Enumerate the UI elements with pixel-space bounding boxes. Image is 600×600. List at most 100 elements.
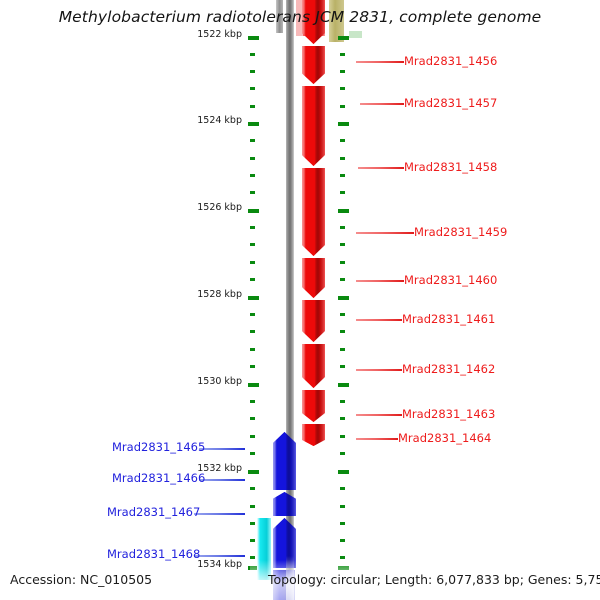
genome-summary-status: Topology: circular; Length: 6,077,833 bp… — [268, 572, 600, 587]
ruler-minor-tick — [250, 157, 255, 160]
gene-label-leader-line — [194, 555, 245, 557]
accession-status: Accession: NC_010505 — [10, 572, 153, 587]
gene-glyph-forward[interactable] — [273, 432, 296, 490]
right-ruler-major-tick — [338, 209, 349, 213]
right-ruler-minor-tick — [340, 105, 345, 108]
right-ruler-minor-tick — [340, 243, 345, 246]
right-ruler-major-tick — [338, 383, 349, 387]
gene-label-leader-line — [194, 513, 245, 515]
khaki-bar — [329, 0, 344, 42]
ruler-minor-tick — [250, 70, 255, 73]
gene-glyph-reverse[interactable] — [302, 258, 325, 298]
ruler-tick-label: 1530 kbp — [197, 376, 242, 387]
right-ruler-minor-tick — [340, 87, 345, 90]
pink-bar — [296, 0, 303, 36]
ruler-tick-label: 1526 kbp — [197, 202, 242, 213]
ruler-major-tick — [248, 36, 259, 40]
ruler-minor-tick — [250, 243, 255, 246]
gene-label-leader-line — [356, 369, 402, 371]
ruler-minor-tick — [250, 261, 255, 264]
gray-bar — [276, 0, 283, 33]
right-ruler-minor-tick — [340, 53, 345, 56]
right-ruler-minor-tick — [340, 417, 345, 420]
gene-label[interactable]: Mrad2831_1462 — [402, 362, 496, 376]
ruler-minor-tick — [250, 556, 255, 559]
right-ruler-minor-tick — [340, 226, 345, 229]
ruler-minor-tick — [250, 522, 255, 525]
right-ruler-minor-tick — [340, 487, 345, 490]
ruler-minor-tick — [250, 278, 255, 281]
gene-label[interactable]: Mrad2831_1467 — [107, 505, 201, 519]
right-ruler-minor-tick — [340, 330, 345, 333]
gene-label-leader-line — [199, 448, 245, 450]
ruler-tick-label: 1528 kbp — [197, 289, 242, 300]
right-ruler-minor-tick — [340, 435, 345, 438]
ruler-minor-tick — [250, 313, 255, 316]
gene-label[interactable]: Mrad2831_1463 — [402, 407, 496, 421]
ruler-minor-tick — [250, 53, 255, 56]
gene-label[interactable]: Mrad2831_1468 — [107, 547, 201, 561]
ruler-minor-tick — [250, 452, 255, 455]
gene-glyph-reverse[interactable] — [302, 0, 325, 44]
right-ruler-minor-tick — [340, 261, 345, 264]
ruler-major-tick — [248, 209, 259, 213]
right-ruler-minor-tick — [340, 70, 345, 73]
right-ruler-major-tick — [338, 470, 349, 474]
ruler-minor-tick — [250, 417, 255, 420]
gene-label-leader-line — [356, 414, 402, 416]
gene-label[interactable]: Mrad2831_1464 — [398, 431, 492, 445]
gene-label[interactable]: Mrad2831_1465 — [112, 440, 206, 454]
gene-glyph-forward[interactable] — [273, 518, 296, 568]
ruler-tick-label: 1524 kbp — [197, 115, 242, 126]
gene-glyph-forward[interactable] — [273, 492, 296, 516]
genome-backbone-axis[interactable] — [286, 0, 294, 596]
ruler-minor-tick — [250, 87, 255, 90]
gene-label-leader-line — [358, 167, 404, 169]
gene-label[interactable]: Mrad2831_1457 — [404, 96, 498, 110]
ruler-tick-label: 1522 kbp — [197, 29, 242, 40]
ruler-minor-tick — [250, 487, 255, 490]
gene-glyph-reverse[interactable] — [302, 344, 325, 388]
ruler-minor-tick — [250, 435, 255, 438]
ruler-major-tick — [248, 122, 259, 126]
gene-glyph-reverse[interactable] — [302, 46, 325, 84]
right-ruler-minor-tick — [340, 313, 345, 316]
gene-label[interactable]: Mrad2831_1461 — [402, 312, 496, 326]
gene-label-leader-line — [356, 232, 414, 234]
gene-label[interactable]: Mrad2831_1459 — [414, 225, 508, 239]
right-ruler-minor-tick — [340, 556, 345, 559]
ruler-minor-tick — [250, 191, 255, 194]
gene-label-leader-line — [360, 103, 404, 105]
right-ruler-minor-tick — [340, 505, 345, 508]
gene-glyph-reverse[interactable] — [302, 168, 325, 256]
gene-glyph-reverse[interactable] — [302, 424, 325, 446]
gene-label[interactable]: Mrad2831_1466 — [112, 471, 206, 485]
right-ruler-minor-tick — [340, 139, 345, 142]
right-ruler-major-tick — [338, 122, 349, 126]
gene-label-leader-line — [356, 319, 402, 321]
gene-label[interactable]: Mrad2831_1458 — [404, 160, 498, 174]
right-ruler-minor-tick — [340, 452, 345, 455]
ruler-minor-tick — [250, 400, 255, 403]
ruler-major-tick — [248, 296, 259, 300]
page-title: Methylobacterium radiotolerans JCM 2831,… — [58, 8, 542, 26]
right-ruler-major-tick — [338, 296, 349, 300]
right-ruler-minor-tick — [340, 400, 345, 403]
gene-glyph-reverse[interactable] — [302, 86, 325, 166]
right-ruler-minor-tick — [340, 191, 345, 194]
ruler-minor-tick — [250, 348, 255, 351]
gene-glyph-reverse[interactable] — [302, 300, 325, 342]
ruler-minor-tick — [250, 226, 255, 229]
ruler-minor-tick — [250, 505, 255, 508]
gene-label-leader-line — [356, 280, 404, 282]
gene-label[interactable]: Mrad2831_1456 — [404, 54, 498, 68]
ruler-minor-tick — [250, 174, 255, 177]
right-ruler-minor-tick — [340, 157, 345, 160]
ruler-tick-label: 1532 kbp — [197, 463, 242, 474]
ruler-minor-tick — [250, 365, 255, 368]
ruler-minor-tick — [250, 539, 255, 542]
right-ruler-minor-tick — [340, 278, 345, 281]
ruler-minor-tick — [250, 139, 255, 142]
gene-label[interactable]: Mrad2831_1460 — [404, 273, 498, 287]
gene-glyph-reverse[interactable] — [302, 390, 325, 422]
